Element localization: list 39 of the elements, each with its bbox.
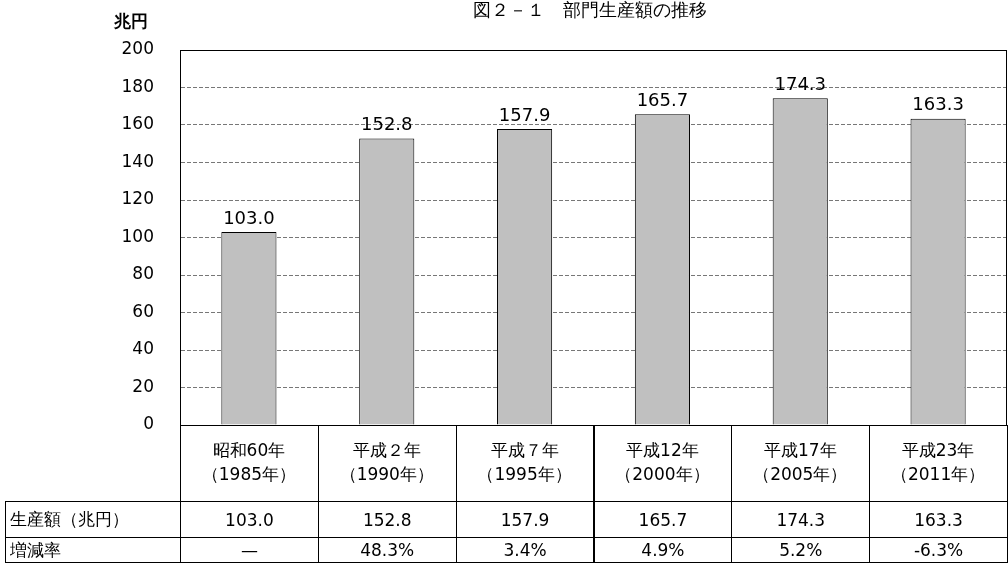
y-axis-title: 兆円 — [113, 10, 148, 31]
text: 生産額（兆円） — [5, 501, 181, 538]
data-label: 163.3 — [869, 501, 1008, 538]
y-tick-label: 100 — [121, 225, 154, 246]
x-tick-label: 平成23年（2011年） — [890, 439, 986, 485]
y-tick-label: 20 — [132, 375, 154, 396]
chart-title: 図２－１ 部門生産額の推移 — [473, 0, 707, 20]
text: 157.9 — [498, 103, 551, 125]
data-label: 165.7 — [593, 501, 733, 538]
text: 5.2% — [731, 537, 871, 563]
text: 3.4% — [455, 537, 595, 563]
text: 103.0 — [223, 206, 275, 228]
data-label: 174.3 — [731, 501, 871, 538]
x-tick-label: 昭和60年（1985年） — [201, 439, 297, 485]
y-tick-label: 40 — [132, 338, 154, 359]
text: — — [180, 537, 319, 563]
text: -6.3% — [869, 537, 1008, 563]
x-tick-label: 平成12年（2000年） — [615, 439, 710, 485]
text: 増減率 — [5, 537, 181, 563]
data-label: 157.9 — [455, 501, 595, 538]
text: 48.3% — [317, 537, 457, 563]
x-tick-label: 平成17年（2005年） — [753, 439, 848, 485]
y-tick-label: 140 — [121, 150, 154, 171]
text: 163.3 — [912, 93, 964, 115]
y-tick-label: 120 — [121, 188, 154, 209]
y-tick-label: 0 — [143, 413, 154, 434]
y-tick-label: 200 — [121, 38, 154, 59]
y-tick-label: 160 — [121, 113, 154, 134]
text: 152.8 — [360, 113, 413, 135]
y-tick-label: 60 — [132, 300, 154, 321]
data-label: 103.0 — [180, 501, 319, 538]
x-tick-label: 平成２年（1990年） — [339, 439, 434, 485]
y-tick-label: 80 — [132, 263, 154, 284]
data-label: 152.8 — [317, 501, 457, 538]
text: 4.9% — [593, 537, 733, 563]
y-tick-label: 180 — [121, 75, 154, 96]
text: 174.3 — [774, 72, 827, 94]
text: 165.7 — [636, 88, 689, 110]
x-tick-label: 平成７年（1995年） — [477, 439, 572, 485]
